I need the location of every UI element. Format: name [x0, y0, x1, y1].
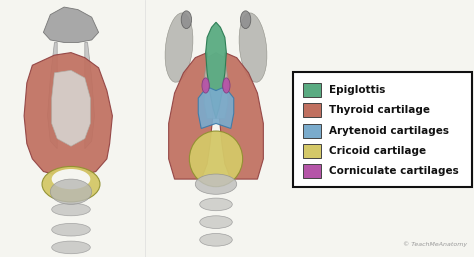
Polygon shape — [85, 42, 94, 149]
Bar — [303, 83, 321, 97]
Ellipse shape — [165, 13, 193, 82]
Bar — [303, 144, 321, 158]
Text: Epiglottis: Epiglottis — [329, 85, 385, 95]
Ellipse shape — [195, 174, 237, 194]
Bar — [303, 164, 321, 178]
Text: Cricoid cartilage: Cricoid cartilage — [329, 146, 426, 156]
Text: © Teach​Me​Anatomy: © Teach​Me​Anatomy — [403, 241, 467, 247]
Ellipse shape — [181, 11, 191, 29]
Polygon shape — [219, 53, 264, 179]
Ellipse shape — [52, 169, 91, 189]
Polygon shape — [47, 42, 57, 149]
Ellipse shape — [189, 131, 243, 187]
Polygon shape — [206, 22, 227, 118]
Polygon shape — [198, 88, 234, 128]
Polygon shape — [52, 70, 91, 146]
Ellipse shape — [223, 78, 230, 93]
Ellipse shape — [200, 234, 232, 246]
Ellipse shape — [50, 179, 91, 204]
Bar — [303, 124, 321, 137]
Polygon shape — [169, 53, 213, 179]
Ellipse shape — [52, 223, 91, 236]
Text: Corniculate cartilages: Corniculate cartilages — [329, 166, 459, 176]
Ellipse shape — [240, 11, 251, 29]
Polygon shape — [204, 53, 228, 118]
Ellipse shape — [200, 198, 232, 211]
Polygon shape — [44, 7, 99, 42]
Polygon shape — [24, 53, 112, 179]
Ellipse shape — [52, 241, 91, 254]
Ellipse shape — [202, 78, 210, 93]
Ellipse shape — [52, 203, 91, 216]
Ellipse shape — [239, 13, 267, 82]
Bar — [303, 103, 321, 117]
Text: Arytenoid cartilages: Arytenoid cartilages — [329, 125, 449, 135]
Text: Thyroid cartilage: Thyroid cartilage — [329, 105, 430, 115]
Bar — [293, 72, 472, 187]
Ellipse shape — [42, 167, 100, 202]
Ellipse shape — [200, 216, 232, 228]
